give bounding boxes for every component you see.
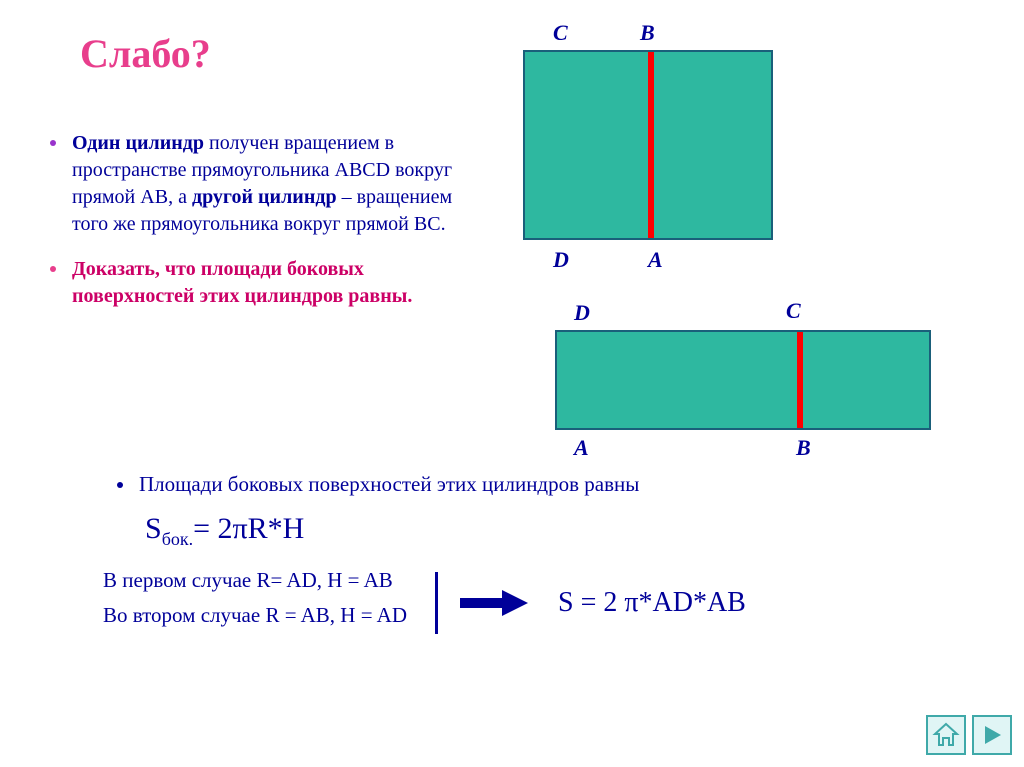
- formula-rest: = 2πR*H: [193, 512, 304, 545]
- bullet-dot-1: [50, 140, 56, 146]
- case-2: Во втором случае R = AB, H = AD: [103, 603, 407, 628]
- play-icon: [980, 723, 1004, 747]
- figure-2-label-D: D: [574, 300, 590, 326]
- slide-title: Слабо?: [80, 30, 211, 77]
- cases-list: В первом случае R= AD, H = AB Во втором …: [103, 568, 407, 638]
- formula-main: Sбок.= 2πR*H: [145, 512, 965, 550]
- case-1: В первом случае R= AD, H = AB: [103, 568, 407, 593]
- figure-1-label-C: C: [553, 20, 568, 46]
- figure-1-rect: [523, 50, 773, 240]
- figure-1-axis-line: [648, 52, 654, 238]
- next-button[interactable]: [972, 715, 1012, 755]
- figure-1-label-D: D: [553, 247, 569, 273]
- bullet-dot-2: [50, 266, 56, 272]
- cases-row: В первом случае R= AD, H = AB Во втором …: [85, 568, 965, 638]
- figure-1-label-A: A: [648, 247, 663, 273]
- figure-2-axis-line: [797, 332, 803, 428]
- brace-line: [435, 572, 438, 634]
- bullet-item-2: Доказать, что площади боковых поверхност…: [50, 256, 470, 310]
- bullet-item-1: Один цилиндр получен вращением в простра…: [50, 130, 470, 238]
- formula-sub: бок.: [162, 529, 193, 549]
- figure-1-label-B: B: [640, 20, 655, 46]
- nav-buttons: [926, 715, 1012, 755]
- figure-2-label-C: C: [786, 298, 801, 324]
- home-icon: [932, 721, 960, 749]
- result-formula: S = 2 π*AD*AB: [558, 587, 746, 619]
- bullet-list: Один цилиндр получен вращением в простра…: [50, 130, 470, 328]
- figure-2-label-A: A: [574, 435, 589, 461]
- bullet-text-2: Доказать, что площади боковых поверхност…: [72, 256, 470, 310]
- solution-intro-text: Площади боковых поверхностей этих цилинд…: [139, 472, 639, 497]
- arrow-icon: [460, 588, 530, 618]
- solution-bullet-dot: [117, 482, 123, 488]
- figure-2-rect: [555, 330, 931, 430]
- home-button[interactable]: [926, 715, 966, 755]
- figure-2-label-B: B: [796, 435, 811, 461]
- bullet-text-1: Один цилиндр получен вращением в простра…: [72, 130, 470, 238]
- solution-area: Площади боковых поверхностей этих цилинд…: [85, 472, 965, 638]
- solution-intro-row: Площади боковых поверхностей этих цилинд…: [85, 472, 965, 497]
- formula-S: S: [145, 512, 162, 545]
